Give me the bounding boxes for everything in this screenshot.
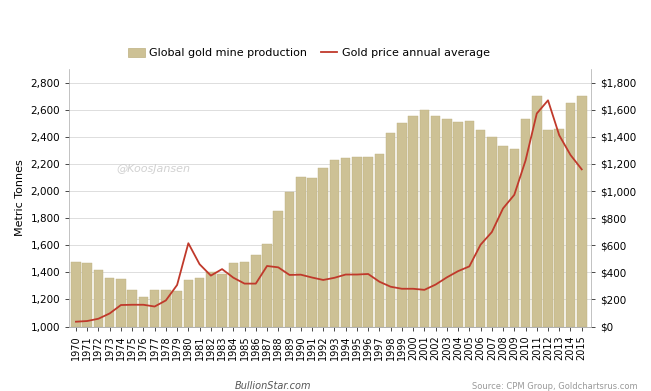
Bar <box>229 263 238 326</box>
Bar <box>262 244 272 326</box>
Bar <box>555 129 564 326</box>
Bar <box>341 158 350 326</box>
Bar <box>71 262 81 326</box>
Bar <box>476 130 486 326</box>
Text: @KoosJansen: @KoosJansen <box>116 164 190 174</box>
Bar <box>240 262 249 326</box>
Bar <box>510 149 519 326</box>
Bar <box>296 178 305 326</box>
Bar <box>352 157 362 326</box>
Text: Source: CPM Group, Goldchartsrus.com: Source: CPM Group, Goldchartsrus.com <box>473 382 638 391</box>
Bar <box>161 290 171 326</box>
Bar <box>150 290 159 326</box>
Bar <box>386 133 395 326</box>
Bar <box>116 279 126 326</box>
Bar <box>184 280 193 326</box>
Bar <box>420 110 429 326</box>
Text: BullionStar.com: BullionStar.com <box>235 381 312 391</box>
Bar <box>217 274 227 326</box>
Bar <box>94 270 104 326</box>
Bar <box>128 290 137 326</box>
Bar <box>397 123 407 326</box>
Bar <box>465 120 474 326</box>
Bar <box>284 192 294 326</box>
Bar <box>105 278 115 326</box>
Bar <box>139 297 148 326</box>
Bar <box>318 168 328 326</box>
Bar <box>543 130 553 326</box>
Bar <box>195 278 204 326</box>
Bar <box>442 119 452 326</box>
Bar <box>431 117 440 326</box>
Bar <box>453 122 463 326</box>
Bar <box>577 96 587 326</box>
Bar <box>532 96 542 326</box>
Bar <box>374 154 384 326</box>
Bar <box>408 117 418 326</box>
Bar <box>251 255 260 326</box>
Bar <box>521 119 531 326</box>
Bar <box>498 146 508 326</box>
Bar <box>206 273 215 326</box>
Bar <box>363 157 373 326</box>
Legend: Global gold mine production, Gold price annual average: Global gold mine production, Gold price … <box>124 44 494 63</box>
Bar <box>329 160 339 326</box>
Bar <box>566 103 575 326</box>
Bar <box>273 212 283 326</box>
Bar <box>173 291 182 326</box>
Y-axis label: Metric Tonnes: Metric Tonnes <box>15 160 25 236</box>
Bar <box>487 137 497 326</box>
Bar <box>307 178 317 326</box>
Bar <box>83 263 92 326</box>
